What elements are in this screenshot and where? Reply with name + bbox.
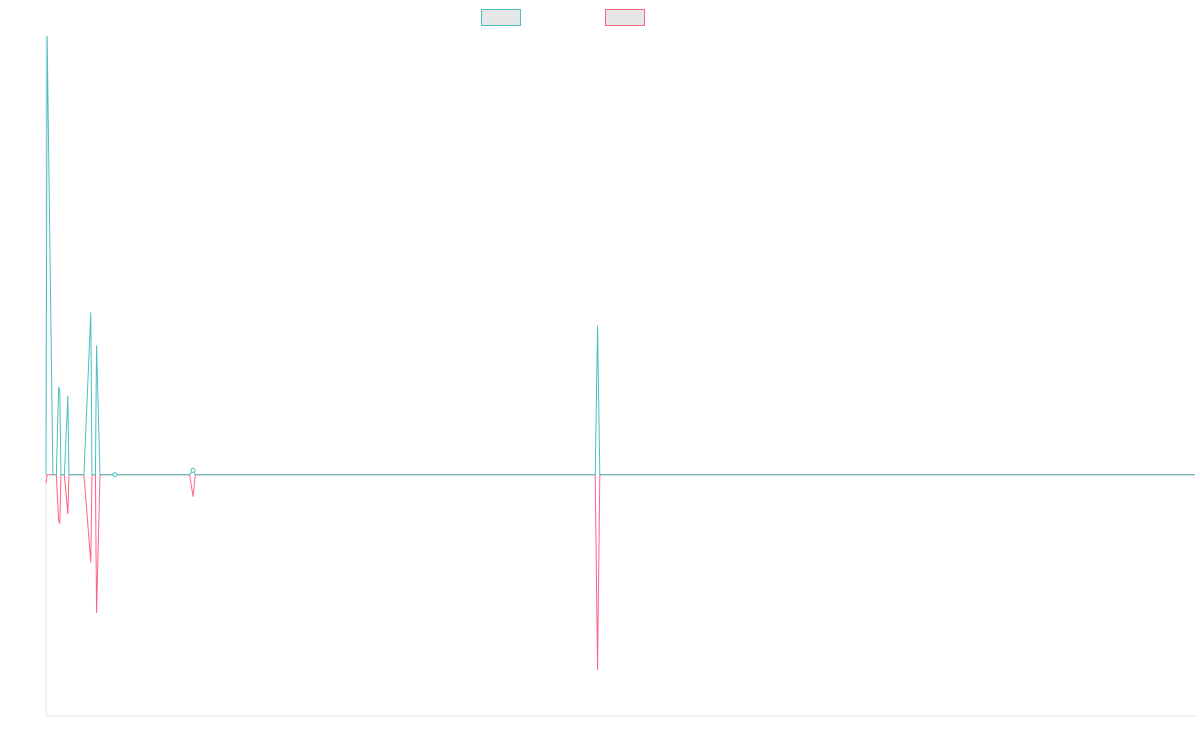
series-line-1 <box>45 35 1195 476</box>
legend-swatch-series-1[interactable] <box>481 9 521 26</box>
axes <box>45 36 1195 717</box>
legend-swatch-series-2[interactable] <box>605 9 645 26</box>
legend <box>481 9 645 26</box>
series-line-2 <box>45 474 1195 670</box>
data-point-marker-2 <box>190 467 196 473</box>
data-point-marker-1 <box>112 472 118 478</box>
series-lines <box>45 35 1195 670</box>
